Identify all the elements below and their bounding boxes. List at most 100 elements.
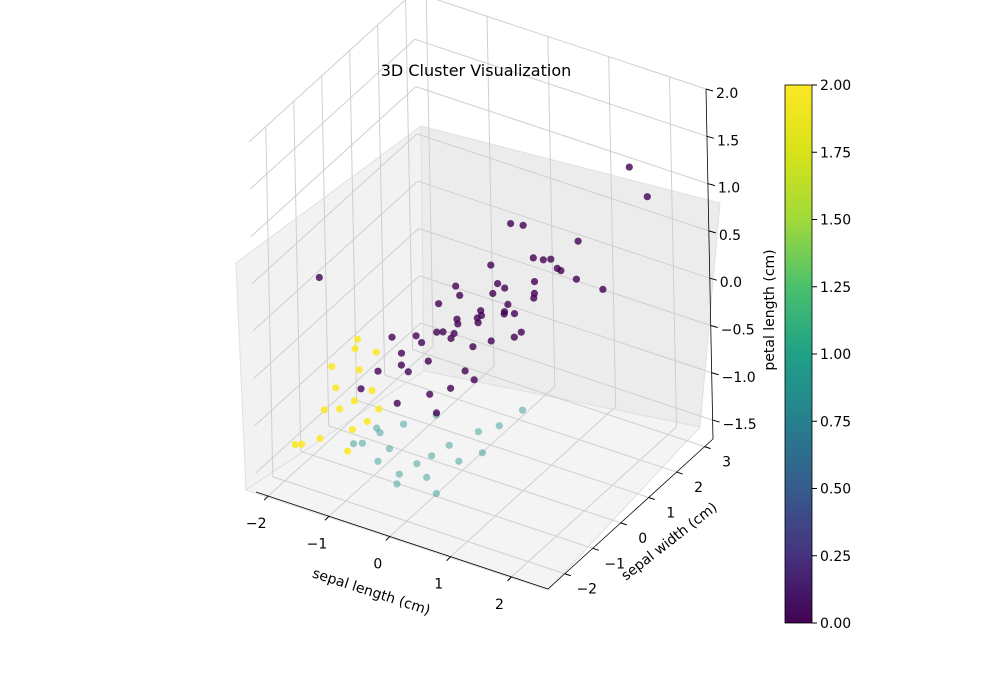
data-point — [557, 267, 565, 275]
data-point — [478, 449, 486, 457]
z-tick-label: 0.0 — [720, 275, 742, 291]
z-grid-line — [415, 86, 709, 185]
y-tick-label: −2 — [576, 582, 597, 598]
data-point — [348, 425, 357, 434]
data-point — [574, 237, 582, 245]
colorbar-tick-label: 0.75 — [820, 414, 851, 430]
y-grid-line — [300, 450, 593, 549]
x-grid-line — [389, 386, 556, 537]
data-point — [487, 261, 495, 269]
data-point — [393, 399, 401, 407]
y-grid-line — [349, 50, 358, 401]
colorbar-tick-label: 0.50 — [820, 482, 851, 498]
data-point — [357, 385, 365, 393]
x-tick-label: 1 — [434, 577, 443, 593]
colorbar-tick-label: 1.25 — [820, 280, 851, 296]
data-point — [433, 328, 441, 336]
data-point — [428, 452, 436, 460]
z-grid-line — [416, 133, 709, 232]
data-point — [489, 289, 497, 298]
data-point — [447, 384, 455, 392]
data-point — [358, 439, 366, 447]
z-grid-line — [417, 180, 710, 279]
z-tick-label: 1.0 — [718, 181, 740, 197]
x-grid-line — [425, 0, 434, 347]
data-point — [474, 428, 482, 436]
y-grid-line — [328, 425, 621, 524]
y-grid-line — [356, 400, 649, 498]
data-point — [418, 339, 426, 347]
data-point — [530, 278, 539, 286]
data-point — [625, 163, 633, 171]
data-point — [572, 275, 581, 283]
y-tick-label: 3 — [722, 455, 731, 471]
data-point — [397, 349, 406, 357]
y-tick-label: 2 — [694, 480, 703, 496]
y-grid-line — [265, 126, 274, 477]
data-point — [374, 367, 382, 375]
data-point — [452, 282, 460, 290]
colorbar-ticks: 0.00 0.25 0.50 0.75 1.00 1.25 1.50 1.75 2.00 — [812, 78, 851, 632]
data-point — [454, 320, 462, 328]
data-point — [470, 376, 478, 384]
data-point — [517, 328, 525, 336]
z-grid-line — [419, 275, 712, 374]
x-tick — [446, 556, 452, 562]
data-point — [461, 367, 469, 375]
data-point — [328, 363, 336, 371]
data-point — [519, 221, 527, 229]
z-grid-line — [250, 86, 417, 237]
y-tick-label: 1 — [666, 505, 675, 521]
y-tick-label: −1 — [604, 556, 625, 572]
data-point — [530, 289, 539, 297]
data-point — [400, 420, 408, 428]
data-point — [395, 470, 403, 478]
z-grid-line — [251, 133, 418, 285]
colorbar — [784, 84, 813, 624]
z-tick — [711, 372, 719, 376]
colorbar-tick-label: 1.75 — [820, 145, 851, 161]
data-point — [599, 285, 607, 293]
data-points — [291, 163, 651, 498]
data-point — [432, 489, 440, 498]
z-tick — [712, 419, 720, 423]
data-point — [455, 457, 463, 465]
colorbar-tick-label: 0.25 — [820, 549, 851, 565]
x-tick — [385, 536, 391, 541]
data-point — [344, 447, 352, 455]
data-point — [374, 457, 382, 465]
z-tick — [706, 135, 715, 139]
data-point — [413, 460, 421, 468]
tick-labels: −2 −1 0 1 2 −2 −1 0 1 2 3 −1.5 −1.0 −0.5 0.0 0.5 1.0 1.5 2… — [246, 86, 757, 613]
data-point — [494, 280, 502, 288]
y-grid-line — [405, 0, 414, 350]
data-point — [350, 397, 359, 405]
data-point — [432, 409, 441, 417]
y-grid-line — [272, 476, 565, 575]
data-point — [353, 335, 362, 343]
data-point — [450, 329, 458, 338]
x-tick — [263, 495, 269, 501]
data-point — [316, 434, 324, 443]
y-tick — [676, 471, 683, 475]
data-point — [439, 328, 447, 336]
y-grid-line — [412, 349, 705, 448]
x-grid-line — [511, 426, 677, 578]
y-tick — [648, 497, 655, 500]
x-grid-line — [328, 365, 495, 517]
data-point — [539, 256, 547, 264]
data-point — [336, 405, 344, 413]
data-point — [404, 368, 412, 376]
data-point — [412, 332, 420, 340]
data-point — [393, 480, 401, 488]
y-grid-line — [377, 25, 386, 376]
data-point — [376, 429, 384, 437]
z-grid-line — [255, 322, 421, 474]
data-point — [518, 406, 527, 414]
z-tick-label: 1.5 — [717, 133, 739, 149]
x-tick-label: 2 — [495, 597, 504, 613]
data-point — [351, 345, 359, 353]
x-tick — [507, 576, 512, 582]
